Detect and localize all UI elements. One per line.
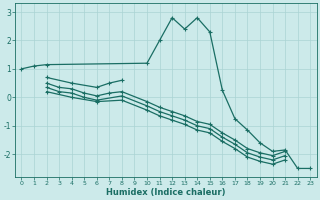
- X-axis label: Humidex (Indice chaleur): Humidex (Indice chaleur): [106, 188, 226, 197]
